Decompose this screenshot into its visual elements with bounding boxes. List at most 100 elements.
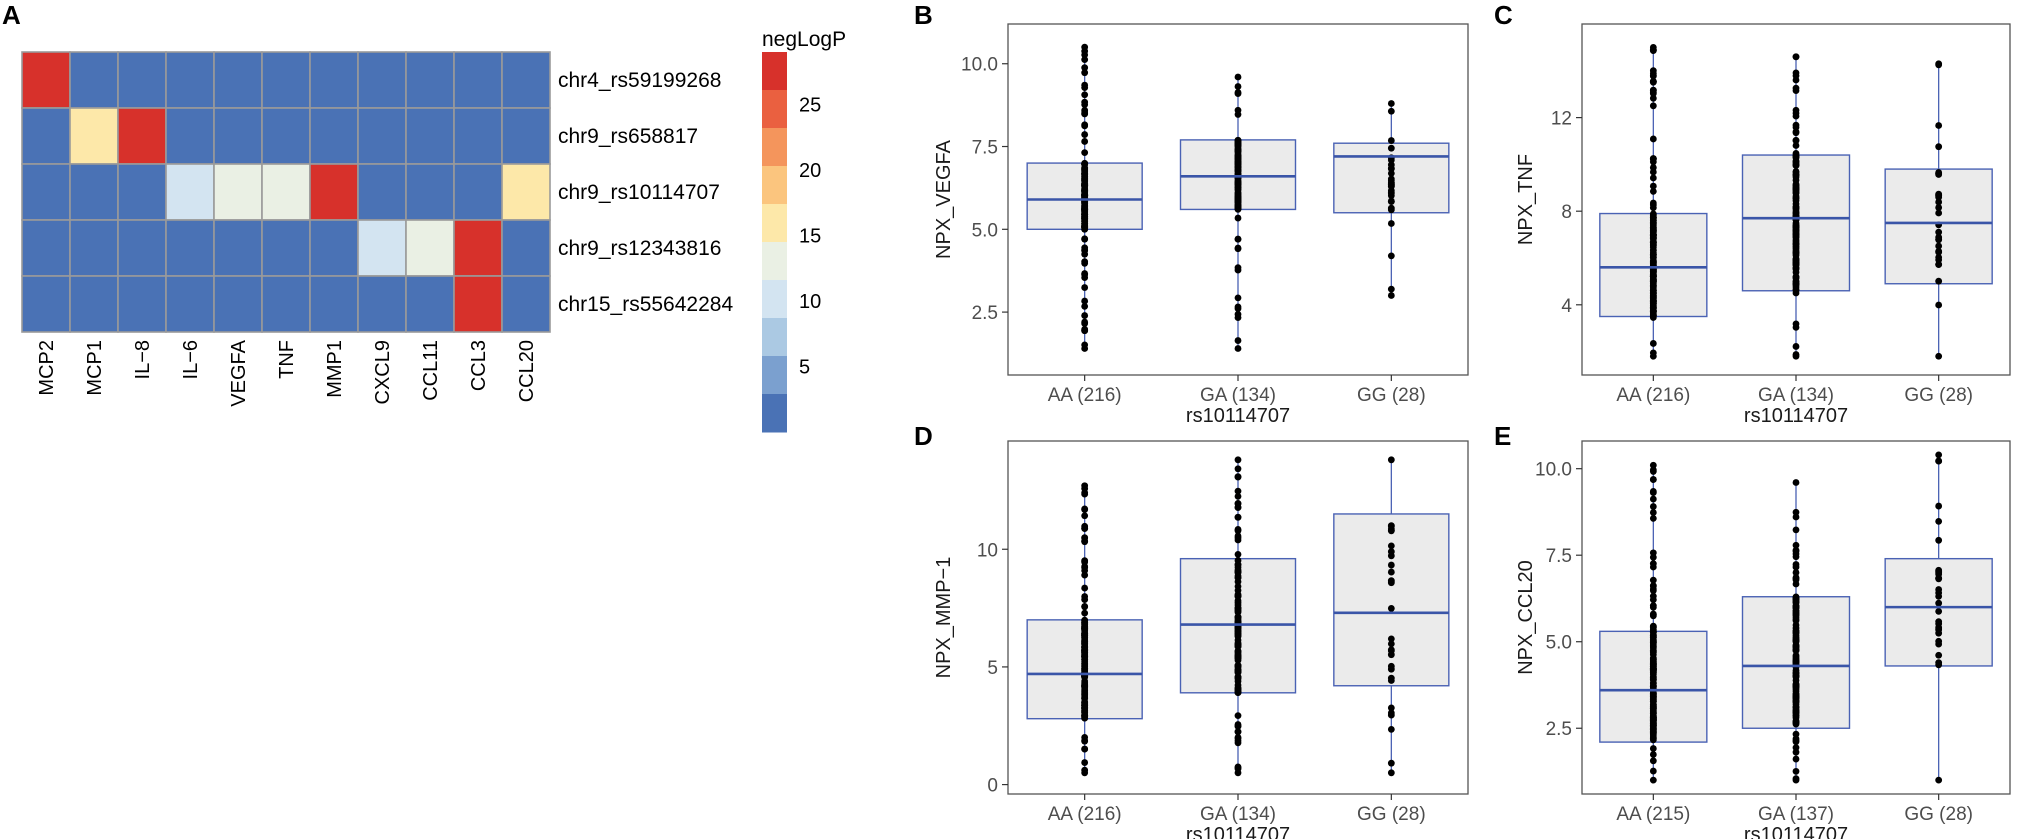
data-point [1387,704,1395,712]
data-point [1081,302,1089,310]
data-point [1081,318,1089,326]
data-point [1935,122,1943,129]
data-point [1081,106,1089,114]
y-tick-label: 2.5 [972,303,998,324]
data-point [1234,563,1242,571]
data-point [1792,323,1800,331]
data-point [1649,503,1657,510]
panel-label-a: A [2,0,21,30]
data-point [1792,602,1800,610]
data-point [1649,582,1657,590]
heatmap-cell [405,219,455,277]
data-point [1649,289,1657,297]
data-point [1649,476,1657,483]
data-point [1792,541,1800,549]
data-point [1387,709,1395,717]
data-point [1387,161,1395,169]
data-point [1792,236,1800,244]
y-tick-label: 12 [1551,109,1572,130]
data-point [1234,652,1242,660]
data-point-max [1649,44,1657,51]
data-point [1649,731,1657,738]
data-point [1792,72,1800,80]
heatmap-col-label: MMP1 [324,340,346,398]
data-point [1935,589,1943,597]
heatmap-cell [69,219,119,277]
data-point [1387,674,1395,682]
heatmap-cell [117,219,167,277]
legend-swatch [762,242,787,281]
data-point [1234,568,1242,576]
data-point [1792,257,1800,265]
legend-tick-label: 25 [799,94,821,116]
data-point [1792,563,1800,571]
data-point [1387,579,1395,587]
data-point-min [1081,345,1089,352]
data-points [1081,482,1089,777]
data-point-min [1792,352,1800,360]
data-point [1649,671,1657,678]
data-point [1792,168,1800,176]
heatmap-cell [69,163,119,221]
heatmap-col-label: VEGFA [228,339,250,406]
data-point [1792,574,1800,581]
heatmap-cell [501,219,551,277]
data-point [1081,679,1089,687]
data-points [1792,53,1800,360]
data-point [1649,636,1657,644]
data-point [1234,337,1242,344]
heatmap-cell [165,219,215,277]
data-point [1649,155,1657,163]
data-points [1387,456,1395,777]
data-point [1649,596,1657,604]
data-point [1081,246,1089,254]
data-point [1649,308,1657,316]
data-point [1081,284,1089,291]
data-point [1081,745,1089,753]
data-point [1792,694,1800,701]
data-point [1935,599,1943,607]
data-point [1081,652,1089,660]
data-point [1649,90,1657,97]
y-tick-label: 10.0 [961,55,998,76]
heatmap-cell [165,163,215,221]
boxplot-panel-b: 2.5 5.0 7.5 10.0 AA (216) GA (134) GG (28) rs10… [933,23,1469,427]
data-point [1234,180,1242,188]
data-point [1387,204,1395,212]
heatmap-cell [357,51,407,109]
data-point [1649,495,1657,503]
data-point [1792,755,1800,763]
heatmap-cell [117,51,167,109]
data-point [1081,84,1089,91]
data-point [1649,489,1657,496]
data-point [1649,466,1657,474]
data-point [1935,640,1943,648]
heatmap-cell [69,275,119,333]
data-point [1649,514,1657,522]
data-point [1935,607,1943,615]
heatmap-col-label: CCL20 [516,340,538,402]
data-point [1649,576,1657,584]
data-point [1387,522,1395,530]
legend-swatch [762,356,787,395]
data-points [1234,456,1242,777]
data-point [1649,164,1657,171]
y-tick-label: 7.5 [972,138,998,159]
data-point [1081,160,1089,168]
y-tick-label: 5.0 [1546,633,1572,654]
x-tick-label: GA (134) [1200,804,1276,825]
data-point [1792,737,1800,744]
data-point [1081,176,1089,184]
heatmap-cell [261,219,311,277]
data-point [1649,767,1657,775]
data-point [1234,205,1242,213]
boxplot-panel-d: 0 5 10 AA (216) GA (134) GG (28) rs10114707 NPX… [933,440,1469,839]
data-point-min [1935,352,1943,360]
heatmap-cell [21,107,71,165]
heatmap-cell [21,51,71,109]
data-point [1081,138,1089,145]
x-tick-label: AA (216) [1048,804,1122,825]
data-point [1935,236,1943,244]
data-point [1387,169,1395,177]
data-point [1081,704,1089,712]
